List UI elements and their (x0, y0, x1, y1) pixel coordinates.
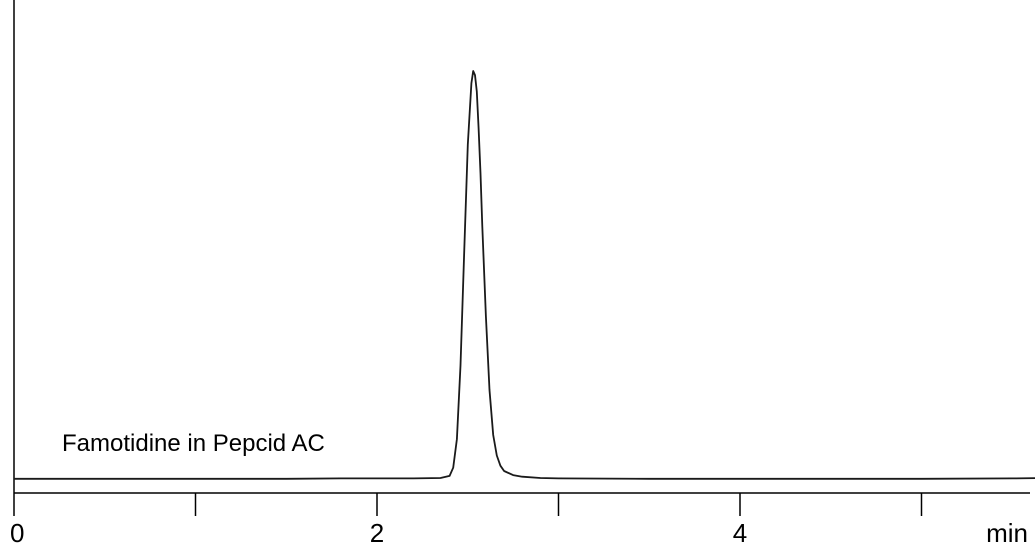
x-tick-label-4: 4 (733, 518, 747, 548)
sample-annotation: Famotidine in Pepcid AC (62, 430, 325, 457)
x-axis-tick-labels: 0 2 4 (10, 518, 747, 548)
x-axis-ticks (13, 493, 923, 516)
x-axis-unit-label: min (986, 518, 1028, 548)
x-tick-label-2: 2 (370, 518, 384, 548)
chromatogram-trace (14, 70, 1035, 480)
x-tick-label-0: 0 (10, 518, 24, 548)
